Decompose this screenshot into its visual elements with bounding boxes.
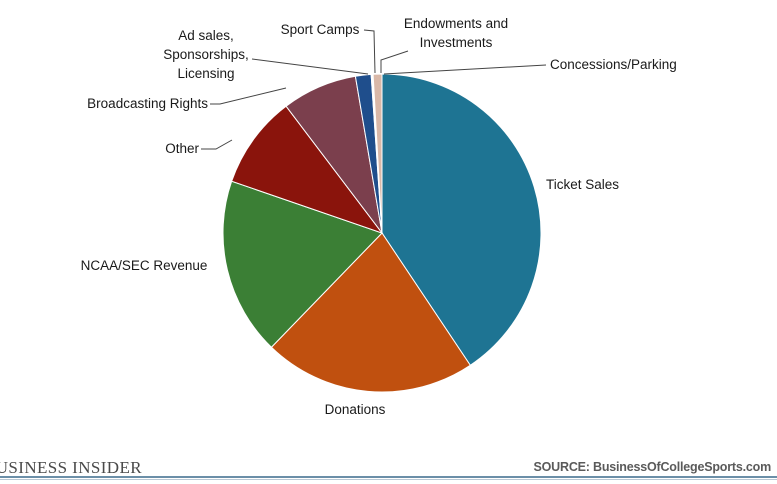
- slice-label: Endowments and Investments: [404, 16, 508, 50]
- leader-line: [383, 64, 547, 75]
- slices-layer: [222, 73, 542, 393]
- slice-label: Concessions/Parking: [550, 57, 677, 72]
- slice-label: Other: [165, 141, 199, 156]
- slice-label: Donations: [325, 402, 386, 417]
- leader-line: [210, 87, 287, 105]
- leader-line: [201, 139, 233, 150]
- footer-rule: [0, 476, 777, 478]
- slice-label: NCAA/SEC Revenue: [81, 258, 208, 273]
- footer-rule-thin: [0, 479, 777, 480]
- leader-line: [363, 29, 376, 74]
- leader-lines: [201, 29, 547, 150]
- slice-label: Ticket Sales: [546, 177, 619, 192]
- brand-logo: BUSINESS INSIDER: [0, 458, 143, 477]
- pie-slice-donations: [270, 232, 471, 393]
- slice-label: Ad sales, Sponsorships, Licensing: [163, 28, 249, 81]
- pie-slice-other: [231, 105, 384, 235]
- leader-line: [380, 50, 409, 73]
- pie-slice-concessions-parking: [372, 73, 383, 234]
- slice-label: Sport Camps: [281, 22, 360, 37]
- pie-slice-ncaa-sec-revenue: [222, 180, 383, 348]
- slice-label: Broadcasting Rights: [87, 96, 208, 111]
- slice-labels: Ticket Sales Donations NCAA/SEC Revenue Oth…: [81, 16, 677, 417]
- leader-line: [251, 58, 369, 75]
- source-note: SOURCE: BusinessOfCollegeSports.com: [533, 460, 772, 474]
